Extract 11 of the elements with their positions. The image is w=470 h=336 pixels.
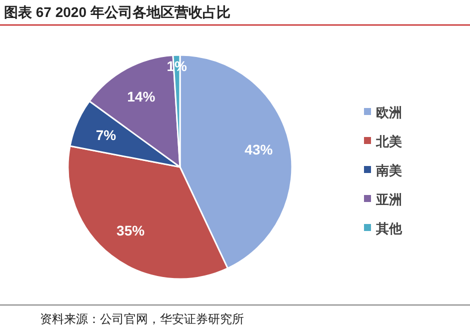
- title: 图表 67 2020 年公司各地区营收占比: [4, 4, 230, 20]
- data-label: 43%: [244, 141, 273, 158]
- legend-label: 亚洲: [376, 192, 402, 207]
- legend-label: 北美: [376, 134, 402, 149]
- data-label: 14%: [127, 88, 156, 104]
- data-label: 7%: [96, 126, 116, 143]
- annotation: 资料来源：公司官网，华安证券研究所: [40, 312, 244, 326]
- legend-label: 欧洲: [376, 105, 402, 120]
- legend-label: 其他: [376, 221, 402, 236]
- legend-label: 南美: [376, 163, 402, 178]
- data-label: 35%: [116, 222, 145, 239]
